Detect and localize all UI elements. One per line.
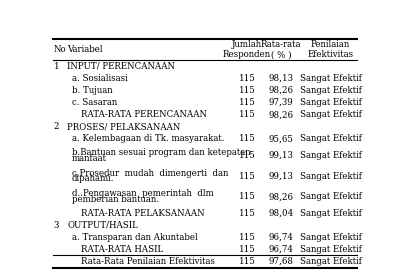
Text: Sangat Efektif: Sangat Efektif: [300, 110, 362, 119]
Text: Sangat Efektif: Sangat Efektif: [300, 192, 362, 201]
Text: Sangat Efektif: Sangat Efektif: [300, 257, 362, 266]
Text: 98,26: 98,26: [268, 110, 294, 119]
Text: 98,26: 98,26: [268, 86, 294, 95]
Text: 115: 115: [238, 192, 255, 201]
Text: 98,04: 98,04: [268, 209, 294, 218]
Text: d..Pengawasan  pemerintah  dlm: d..Pengawasan pemerintah dlm: [72, 190, 214, 198]
Text: RATA-RATA HASIL: RATA-RATA HASIL: [81, 245, 163, 254]
Text: Sangat Efektif: Sangat Efektif: [300, 151, 362, 160]
Text: c. Sasaran: c. Sasaran: [72, 98, 117, 107]
Text: RATA-RATA PERENCANAAN: RATA-RATA PERENCANAAN: [81, 110, 207, 119]
Text: Sangat Efektif: Sangat Efektif: [300, 86, 362, 95]
Text: 96,74: 96,74: [268, 233, 293, 242]
Text: manfaat: manfaat: [72, 154, 107, 163]
Text: Rata-rata
( % ): Rata-rata ( % ): [261, 40, 301, 59]
Text: b. Tujuan: b. Tujuan: [72, 86, 112, 95]
Text: 3: 3: [54, 221, 59, 230]
Text: c.Prosedur  mudah  dimengerti  dan: c.Prosedur mudah dimengerti dan: [72, 169, 228, 178]
Text: Sangat Efektif: Sangat Efektif: [300, 233, 362, 242]
Text: b.Bantuan sesuai program dan ketepatan: b.Bantuan sesuai program dan ketepatan: [72, 148, 250, 157]
Text: Sangat Efektif: Sangat Efektif: [300, 171, 362, 181]
Text: 96,74: 96,74: [268, 245, 293, 254]
Text: 115: 115: [238, 151, 255, 160]
Text: 115: 115: [238, 209, 255, 218]
Text: 2: 2: [54, 122, 59, 131]
Text: 95,65: 95,65: [268, 134, 293, 143]
Text: Penilaian
Efektivitas: Penilaian Efektivitas: [308, 40, 354, 59]
Text: a. Sosialisasi: a. Sosialisasi: [72, 74, 128, 83]
Text: 99,13: 99,13: [268, 151, 293, 160]
Text: Sangat Efektif: Sangat Efektif: [300, 134, 362, 143]
Text: Sangat Efektif: Sangat Efektif: [300, 209, 362, 218]
Text: Sangat Efektif: Sangat Efektif: [300, 74, 362, 83]
Text: dipahami.: dipahami.: [72, 174, 114, 184]
Text: 115: 115: [238, 245, 255, 254]
Text: OUTPUT/HASIL: OUTPUT/HASIL: [67, 221, 138, 230]
Text: PROSES/ PELAKSANAAN: PROSES/ PELAKSANAAN: [67, 122, 180, 131]
Text: Rata-Rata Penilaian Efektivitas: Rata-Rata Penilaian Efektivitas: [81, 257, 215, 266]
Text: 115: 115: [238, 86, 255, 95]
Text: pemberian bantuan.: pemberian bantuan.: [72, 195, 159, 204]
Text: 115: 115: [238, 98, 255, 107]
Text: 115: 115: [238, 110, 255, 119]
Text: 115: 115: [238, 233, 255, 242]
Text: 98,26: 98,26: [268, 192, 294, 201]
Text: 115: 115: [238, 134, 255, 143]
Text: 115: 115: [238, 74, 255, 83]
Text: 99,13: 99,13: [268, 171, 293, 181]
Text: RATA-RATA PELAKSANAAN: RATA-RATA PELAKSANAAN: [81, 209, 205, 218]
Text: 97,39: 97,39: [268, 98, 293, 107]
Text: Sangat Efektif: Sangat Efektif: [300, 98, 362, 107]
Text: 98,13: 98,13: [268, 74, 294, 83]
Text: Sangat Efektif: Sangat Efektif: [300, 245, 362, 254]
Text: a. Kelembagaan di Tk. masyarakat.: a. Kelembagaan di Tk. masyarakat.: [72, 134, 224, 143]
Text: 115: 115: [238, 257, 255, 266]
Text: Jumlah
Responden: Jumlah Responden: [223, 40, 271, 59]
Text: Variabel: Variabel: [67, 45, 103, 54]
Text: a. Transparan dan Akuntabel: a. Transparan dan Akuntabel: [72, 233, 198, 242]
Text: No: No: [54, 45, 66, 54]
Text: 97,68: 97,68: [268, 257, 294, 266]
Text: 115: 115: [238, 171, 255, 181]
Text: INPUT/ PERENCANAAN: INPUT/ PERENCANAAN: [67, 62, 175, 71]
Text: 1: 1: [54, 62, 59, 71]
